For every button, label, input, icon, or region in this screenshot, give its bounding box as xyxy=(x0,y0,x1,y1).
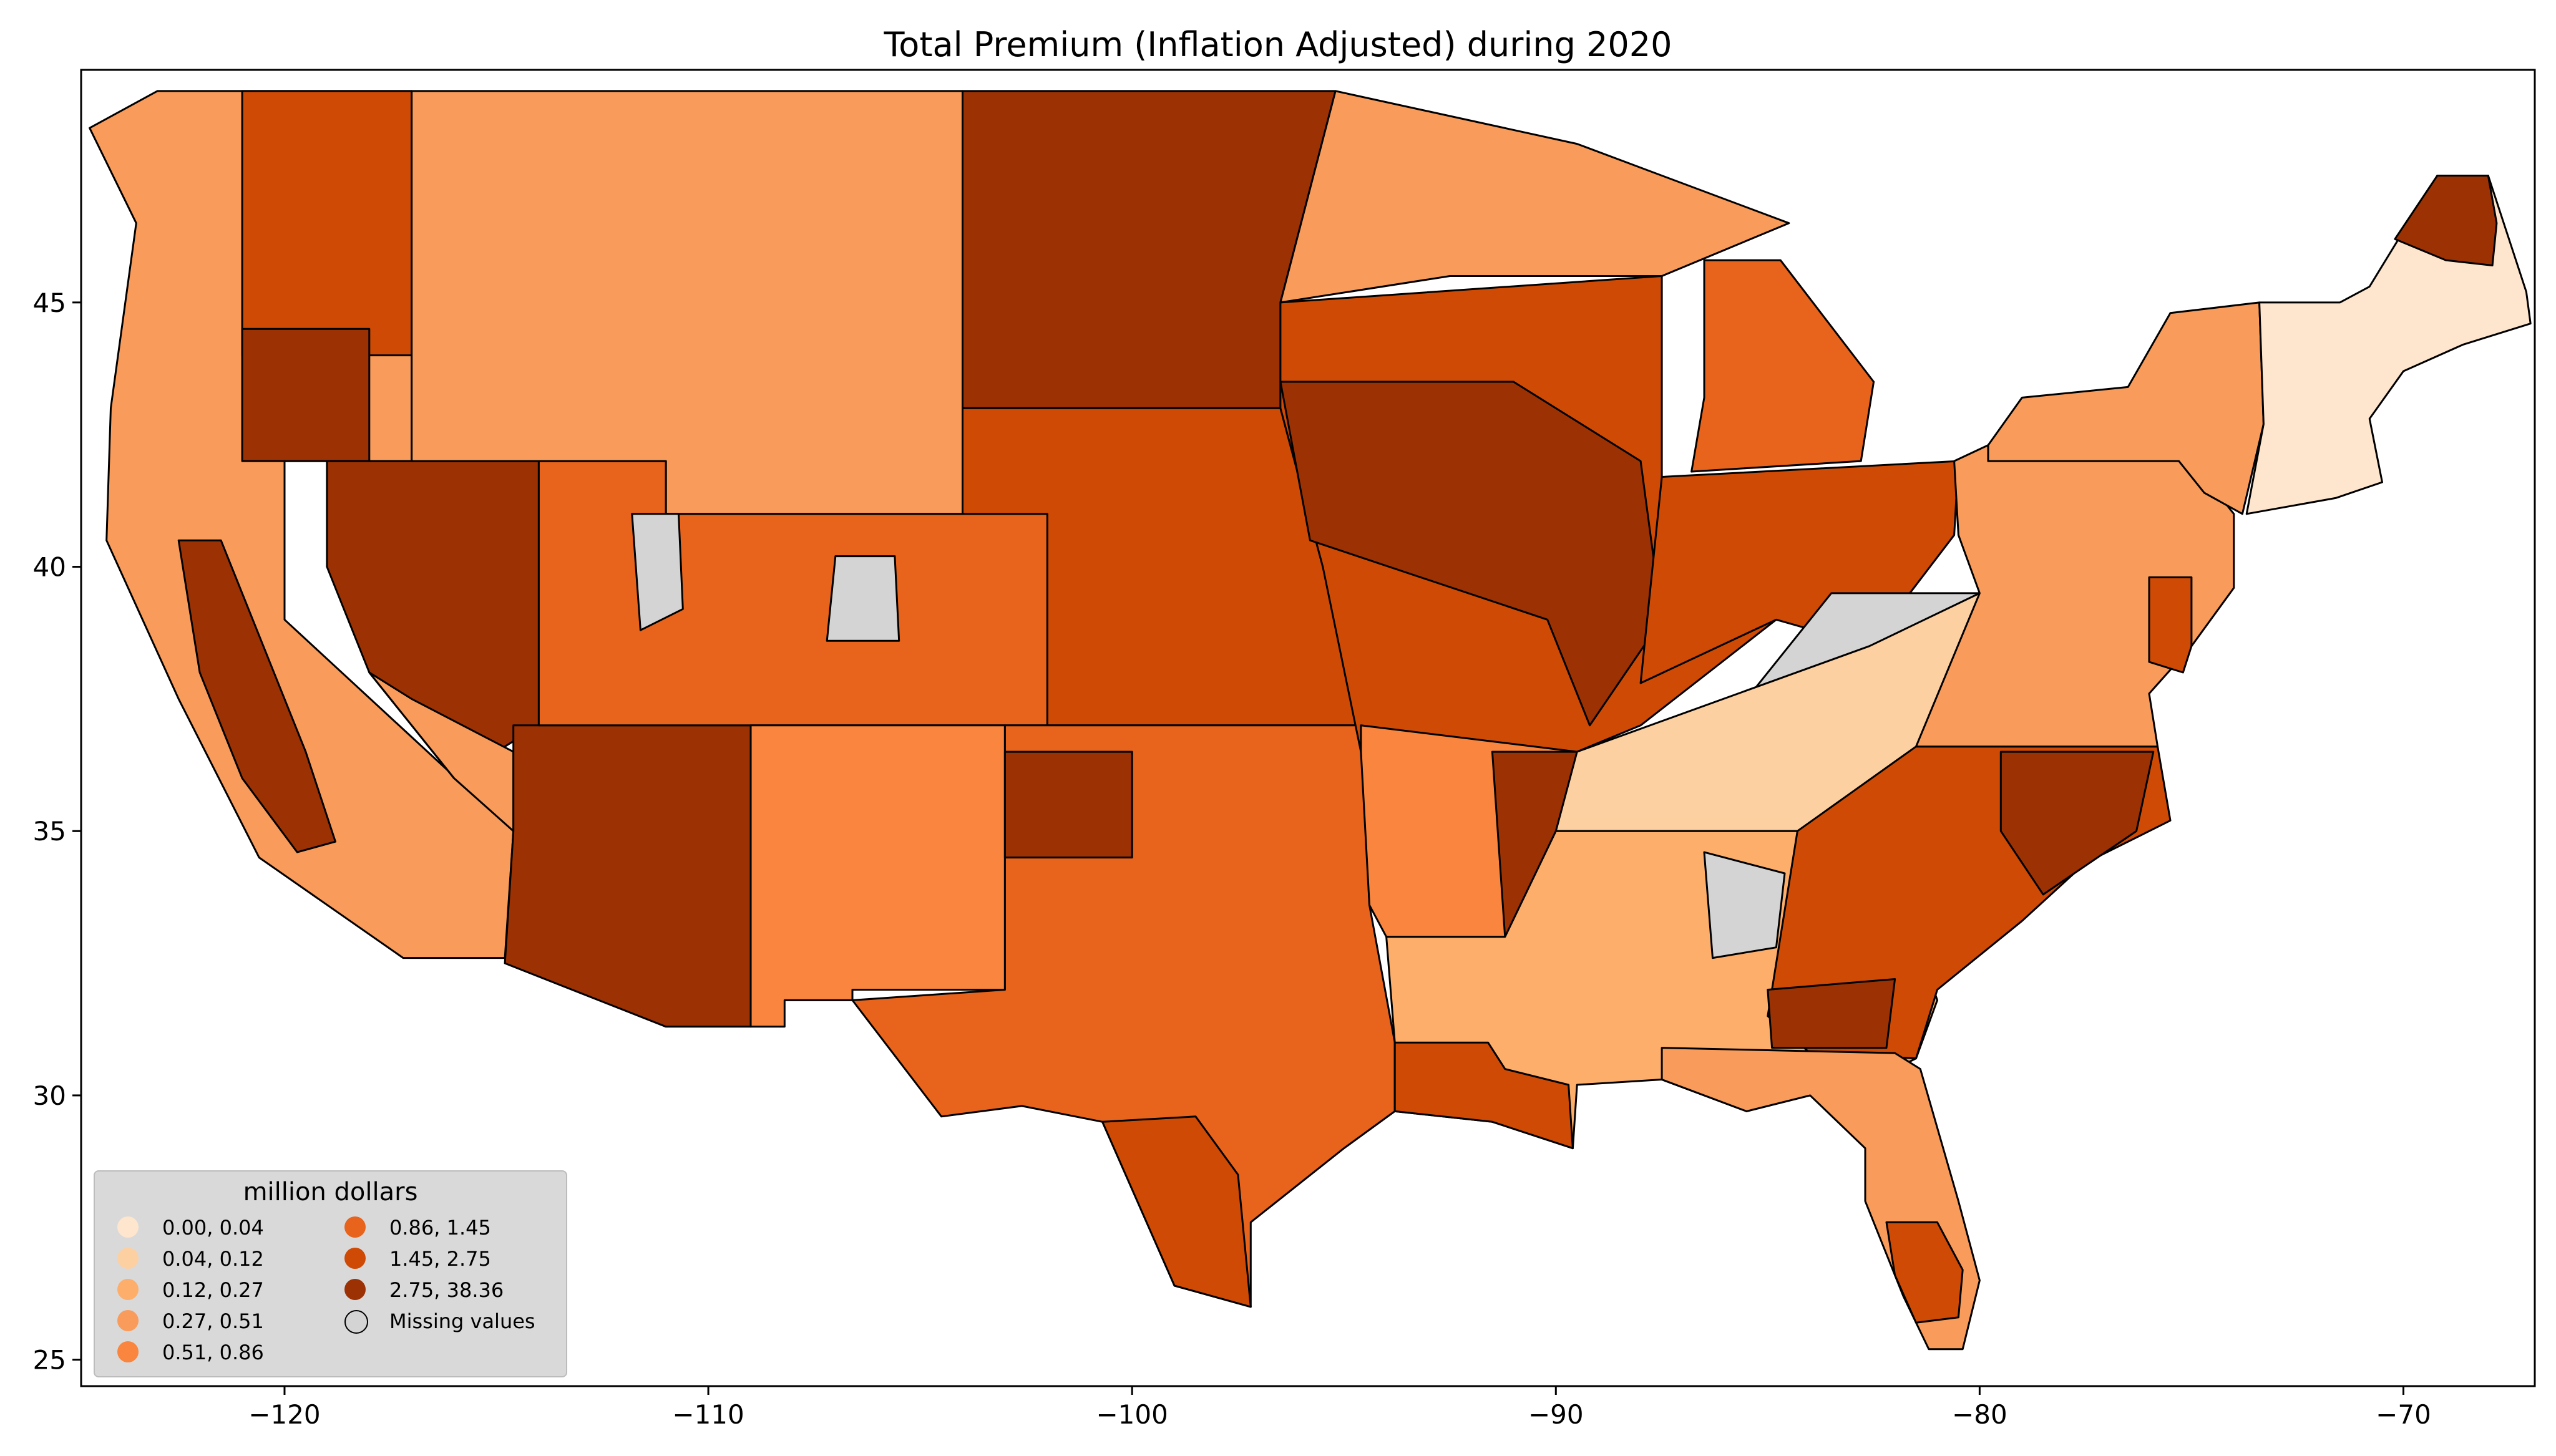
map-region-pacific-nw-inland xyxy=(241,90,413,357)
map-region-idaho-montana-wyoming xyxy=(411,90,963,515)
y-tick-label: 35 xyxy=(33,816,66,847)
map-region-iowa-illinois-core xyxy=(1279,381,1663,727)
map-region-great-basin-missing xyxy=(631,513,684,631)
y-tick-label: 30 xyxy=(33,1080,66,1111)
legend-swatch xyxy=(117,1341,139,1362)
legend-label: 0.04, 0.12 xyxy=(162,1247,264,1271)
x-tick-label: −120 xyxy=(248,1399,320,1430)
map-region-upper-midwest xyxy=(1279,90,1790,304)
legend-label: 0.51, 0.86 xyxy=(162,1341,264,1364)
map-region-colorado-mountains-missing xyxy=(826,555,900,642)
y-tick-label: 25 xyxy=(33,1345,66,1376)
map-region-michigan xyxy=(1690,259,1875,473)
map-region-arizona xyxy=(504,724,752,1028)
plot-frame xyxy=(80,69,2536,1387)
legend-label: 0.12, 0.27 xyxy=(162,1278,264,1302)
x-tick-label: −90 xyxy=(1528,1399,1584,1430)
legend-label: 0.86, 1.45 xyxy=(389,1216,491,1240)
legend-swatch xyxy=(117,1279,139,1300)
y-axis: 25 30 35 40 45 xyxy=(33,288,81,1376)
map-region-oregon-central xyxy=(241,328,371,462)
legend-swatch xyxy=(344,1279,366,1300)
map-region-alabama-missing xyxy=(1703,851,1786,959)
map-region-oklahoma-panhandle-texas-north xyxy=(1003,750,1133,859)
legend-swatch xyxy=(117,1248,139,1269)
x-tick-label: −110 xyxy=(672,1399,744,1430)
legend-swatch xyxy=(117,1310,139,1331)
map-region-gulf-louisiana xyxy=(1393,1041,1574,1150)
map-region-delmarva xyxy=(2148,576,2193,674)
legend-label: 0.27, 0.51 xyxy=(162,1309,264,1333)
legend-label: Missing values xyxy=(389,1309,535,1333)
y-tick-label: 40 xyxy=(33,552,66,583)
map-region-south-texas xyxy=(1101,1115,1252,1308)
legend-swatch xyxy=(344,1248,366,1269)
legend-swatch xyxy=(344,1216,366,1238)
legend-label: 0.00, 0.04 xyxy=(162,1216,264,1240)
x-tick-label: −100 xyxy=(1096,1399,1168,1430)
legend: million dollars 0.00, 0.04 0.04, 0.12 0.12… xyxy=(94,1170,567,1377)
map-region-north-carolina-east xyxy=(1999,750,2155,896)
region-layer xyxy=(89,90,2532,1351)
legend-label: 1.45, 2.75 xyxy=(389,1247,491,1271)
legend-swatch xyxy=(117,1216,139,1238)
x-tick-label: −70 xyxy=(2376,1399,2431,1430)
y-tick-label: 45 xyxy=(33,288,66,318)
map-region-south-florida xyxy=(1885,1221,1964,1324)
map-title: Total Premium (Inflation Adjusted) durin… xyxy=(884,25,1672,64)
map-region-southeast-peanut-belt xyxy=(1767,978,1896,1049)
legend-title: million dollars xyxy=(243,1178,418,1206)
map-region-new-mexico xyxy=(749,724,1006,1028)
map-region-central-valley xyxy=(177,539,336,853)
legend-swatch xyxy=(344,1310,368,1334)
x-axis: −120 −110 −100 −90 −80 −70 xyxy=(248,1386,2431,1430)
x-tick-label: −80 xyxy=(1952,1399,2007,1430)
map-region-northern-maine xyxy=(2394,175,2498,266)
legend-label: 2.75, 38.36 xyxy=(389,1278,504,1302)
